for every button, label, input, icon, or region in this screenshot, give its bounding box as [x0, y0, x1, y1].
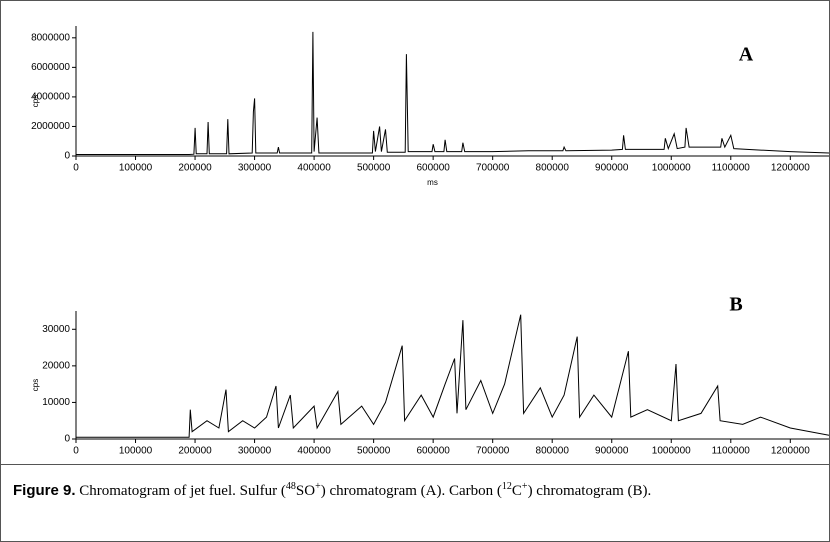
panel-label: A	[739, 44, 754, 66]
x-tick-label: 400000	[297, 446, 331, 457]
y-tick-label: 10000	[42, 397, 70, 408]
x-tick-label: 800000	[536, 163, 570, 174]
caption-text: C	[511, 483, 522, 499]
caption-text: +	[521, 481, 528, 492]
x-axis-label: ms	[427, 178, 438, 187]
x-tick-label: 700000	[476, 446, 510, 457]
x-axis-label: ms	[427, 461, 438, 463]
x-tick-label: 0	[73, 163, 79, 174]
caption-text: +	[315, 481, 321, 492]
y-tick-label: 20000	[42, 360, 70, 371]
x-tick-label: 200000	[178, 446, 212, 457]
x-tick-label: 900000	[595, 163, 629, 174]
caption-text: 12	[501, 481, 512, 492]
y-tick-label: 4000000	[31, 92, 70, 103]
x-tick-label: 100000	[119, 163, 153, 174]
data-line	[76, 31, 829, 155]
x-tick-label: 1000000	[652, 446, 691, 457]
x-tick-label: 1200000	[771, 163, 810, 174]
y-axis-label: cps	[31, 379, 40, 391]
x-tick-label: 600000	[416, 446, 450, 457]
x-tick-label: 500000	[357, 446, 391, 457]
x-tick-label: 1100000	[712, 446, 751, 457]
x-tick-label: 200000	[178, 163, 212, 174]
caption-text: ) chromatogram (A). Carbon (	[320, 483, 502, 499]
x-tick-label: 1000000	[652, 163, 691, 174]
x-tick-label: 800000	[536, 446, 570, 457]
x-tick-label: 1200000	[771, 446, 810, 457]
y-axis-label: cps	[31, 95, 40, 107]
y-tick-label: 6000000	[31, 62, 70, 73]
x-tick-label: 1100000	[712, 163, 751, 174]
y-tick-label: 0	[64, 434, 70, 445]
y-tick-label: 8000000	[31, 32, 70, 43]
x-tick-label: 600000	[416, 163, 450, 174]
caption-text: 48	[285, 481, 296, 492]
caption-text: ) chromatogram (B).	[527, 483, 652, 499]
caption-label: Figure 9.	[13, 482, 76, 499]
data-line	[76, 314, 829, 438]
x-tick-label: 0	[73, 446, 79, 457]
x-tick-label: 900000	[595, 446, 629, 457]
y-tick-label: 0	[64, 151, 70, 162]
x-tick-label: 300000	[238, 163, 272, 174]
caption-text: Chromatogram of jet fuel. Sulfur (	[75, 483, 286, 499]
caption-text: SO	[295, 483, 316, 499]
x-tick-label: 300000	[238, 446, 272, 457]
x-tick-label: 700000	[476, 163, 510, 174]
x-tick-label: 100000	[119, 446, 153, 457]
x-tick-label: 500000	[357, 163, 391, 174]
y-tick-label: 30000	[42, 324, 70, 335]
caption: Figure 9. Chromatogram of jet fuel. Sulf…	[1, 464, 829, 500]
panel-label: B	[729, 294, 742, 316]
x-tick-label: 400000	[297, 163, 331, 174]
y-tick-label: 2000000	[31, 121, 70, 132]
